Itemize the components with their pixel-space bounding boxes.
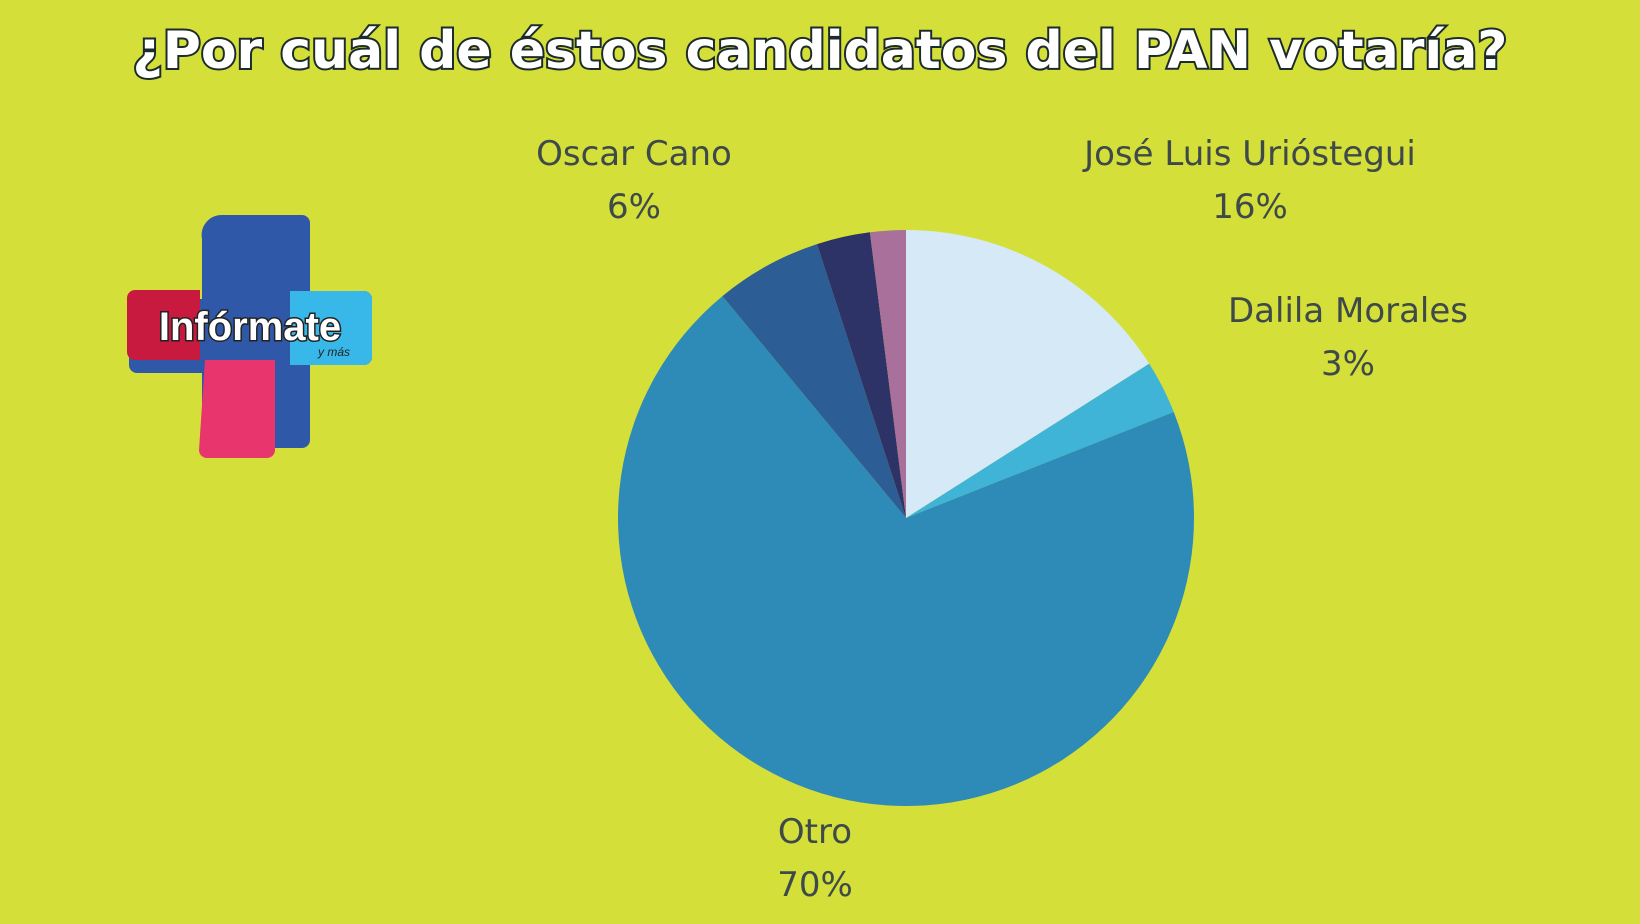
- pie-slice: [906, 230, 1150, 518]
- value-label: 6%: [607, 187, 661, 227]
- pie-slice: [722, 244, 906, 519]
- logo: Infórmate y más: [127, 214, 372, 458]
- slice-label: Oscar Cano: [536, 134, 732, 174]
- logo-shape: [290, 291, 372, 365]
- logo-text: Infórmate: [159, 305, 341, 349]
- pie-slice: [617, 296, 1194, 806]
- pie-slice: [817, 232, 906, 518]
- logo-subtext: y más: [317, 345, 350, 359]
- pie-slice: [869, 230, 906, 518]
- slice-label: Dalila Morales: [1228, 291, 1468, 331]
- pie-slice: [906, 363, 1174, 518]
- value-label: 70%: [777, 865, 853, 905]
- logo-shape: [127, 290, 200, 360]
- chart-title: ¿Por cuál de éstos candidatos del PAN vo…: [133, 21, 1508, 81]
- slice-label: José Luis Urióstegui: [1082, 134, 1416, 174]
- value-label: 3%: [1321, 344, 1375, 384]
- logo-shape: [129, 214, 372, 448]
- slice-label: Otro: [778, 812, 852, 852]
- logo-shape: [199, 360, 275, 458]
- value-label: 16%: [1212, 187, 1288, 227]
